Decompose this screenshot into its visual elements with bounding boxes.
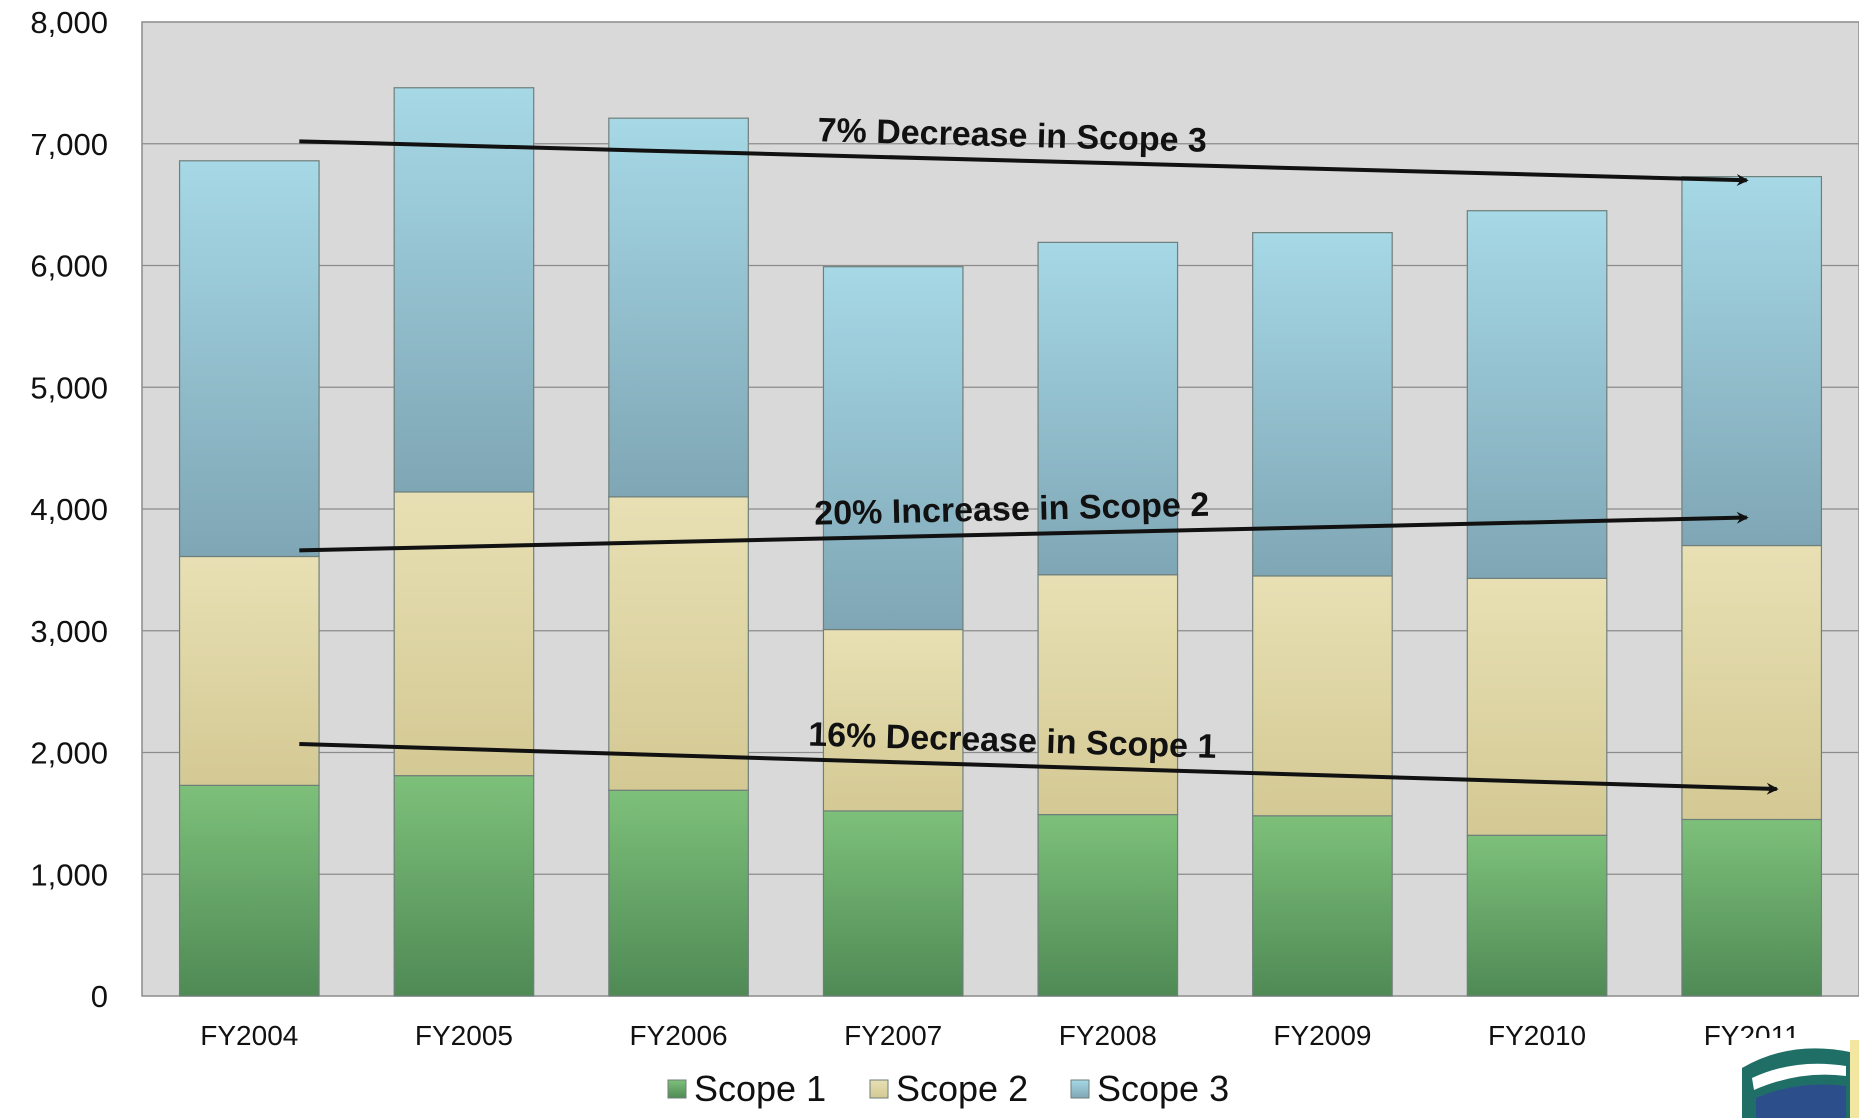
bar-scope-1-fy2008 — [1037, 813, 1179, 997]
bar-scope-3-fy2011 — [1681, 176, 1823, 547]
bar-scope-2-fy2009 — [1252, 575, 1393, 817]
y-tick-label: 8,000 — [30, 5, 108, 40]
bar-scope-1-fy2007 — [822, 810, 964, 997]
bar-scope-3-fy2007 — [822, 266, 964, 631]
x-tick-label: FY2008 — [1059, 1020, 1157, 1051]
bar-scope-2-fy2007 — [822, 628, 964, 812]
bar-scope-2-fy2006 — [608, 496, 749, 791]
bar-scope-3-fy2009 — [1252, 232, 1393, 577]
y-axis: 0 1,000 2,000 3,000 4,000 5,000 6,000 7,000 8,00… — [30, 5, 108, 1014]
annotation-label: 20% Increase in Scope 2 — [814, 486, 1210, 533]
y-tick-label: 5,000 — [30, 370, 108, 405]
bar-scope-2-fy2005 — [393, 491, 535, 777]
bar-scope-3-fy2010 — [1466, 210, 1608, 579]
y-tick-label: 7,000 — [30, 127, 108, 162]
bar-scope-3-fy2006 — [608, 117, 749, 498]
x-tick-label: FY2009 — [1273, 1020, 1371, 1051]
bar-scope-2-fy2008 — [1037, 574, 1179, 816]
organization-logo — [1738, 1038, 1859, 1118]
y-tick-label: 2,000 — [30, 736, 108, 771]
bar-scope-2-fy2010 — [1466, 577, 1608, 836]
legend-label: Scope 1 — [694, 1068, 826, 1109]
legend-swatch-scope-3 — [1070, 1079, 1090, 1099]
x-axis: FY2004 FY2005 FY2006 FY2007 FY2008 FY2009 FY20… — [200, 1020, 1799, 1051]
y-tick-label: 1,000 — [30, 857, 108, 892]
bar-scope-2-fy2004 — [178, 555, 320, 786]
bar-scope-1-fy2011 — [1681, 818, 1823, 997]
legend-label: Scope 3 — [1097, 1068, 1229, 1109]
bar-scope-3-fy2004 — [178, 160, 320, 558]
legend-label: Scope 2 — [896, 1068, 1028, 1109]
annotation-arrow — [299, 511, 1749, 553]
annotation-arrow — [299, 139, 1749, 187]
legend: Scope 1 Scope 2 Scope 3 — [667, 1068, 1229, 1109]
legend-swatch-scope-1 — [667, 1079, 687, 1099]
bar-scope-1-fy2005 — [393, 775, 535, 997]
y-tick-label: 4,000 — [30, 492, 108, 527]
bar-scope-1-fy2004 — [178, 784, 320, 997]
y-tick-label: 6,000 — [30, 249, 108, 284]
bar-scope-1-fy2010 — [1466, 834, 1608, 997]
bar-scope-1-fy2006 — [608, 789, 749, 997]
y-tick-label: 3,000 — [30, 614, 108, 649]
x-tick-label: FY2010 — [1488, 1020, 1586, 1051]
annotation-arrow — [299, 741, 1779, 795]
legend-swatch-scope-2 — [869, 1079, 889, 1099]
x-tick-label: FY2005 — [415, 1020, 513, 1051]
bar-scope-3-fy2005 — [393, 87, 535, 493]
bar-scope-2-fy2011 — [1681, 544, 1823, 821]
bar-scope-3-fy2008 — [1037, 241, 1179, 576]
y-tick-label: 0 — [91, 979, 108, 1014]
bars — [178, 87, 1823, 997]
bar-scope-1-fy2009 — [1252, 815, 1393, 997]
x-tick-label: FY2006 — [630, 1020, 728, 1051]
x-tick-label: FY2004 — [200, 1020, 298, 1051]
x-tick-label: FY2007 — [844, 1020, 942, 1051]
